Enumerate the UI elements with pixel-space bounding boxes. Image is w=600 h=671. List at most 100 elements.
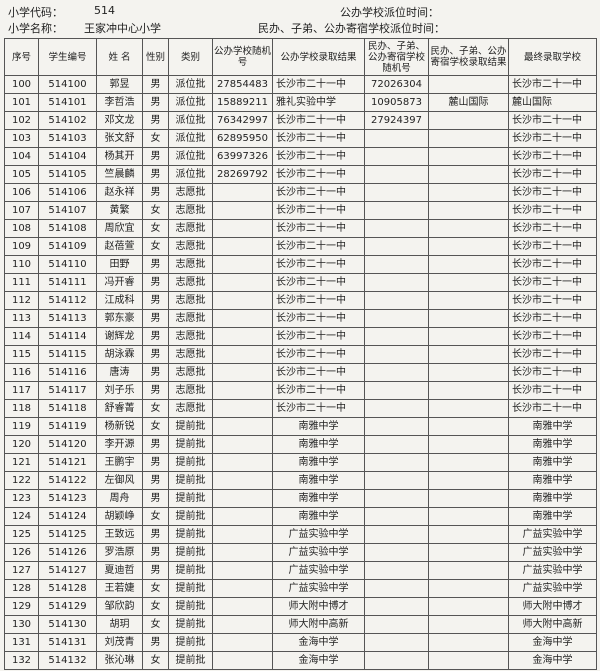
cell-sex: 男 [142,93,169,112]
cell-no: 120 [4,435,39,454]
cell-result2 [428,615,509,634]
cell-id: 514108 [38,219,97,238]
cell-sex: 女 [142,399,169,418]
cell-type: 志愿批 [168,183,213,202]
cell-name: 冯开睿 [96,273,143,292]
cell-no: 129 [4,597,39,616]
cell-result2 [428,453,509,472]
row: 123 514123 周舟男提前批 南雅中学 南雅中学 [4,489,597,508]
cell-rand2 [364,183,429,202]
cell-sex: 男 [142,453,169,472]
cell-result: 师大附中博才 [272,597,365,616]
cell-result: 长沙市二十一中 [272,75,365,94]
cell-name: 刘茂青 [96,633,143,652]
cell-name: 李哲浩 [96,93,143,112]
cell-no: 119 [4,417,39,436]
cell-final: 长沙市二十一中 [508,273,597,292]
cell-result2 [428,327,509,346]
cell-name: 邹欣韵 [96,597,143,616]
cell-no: 131 [4,633,39,652]
cell-no: 108 [4,219,39,238]
row: 119 514119 杨新锐女提前批 南雅中学 南雅中学 [4,417,597,436]
cell-id: 514111 [38,273,97,292]
cell-no: 116 [4,363,39,382]
cell-name: 王致远 [96,525,143,544]
cell-rand: 62895950 [212,129,273,148]
header: 小学代码： 514 小学名称： 王家冲中心小学 公办学校派位时间： 民办、子弟、… [0,0,600,38]
cell-rand [212,363,273,382]
cell-rand2 [364,327,429,346]
cell-sex: 男 [142,489,169,508]
cell-name: 黄繁 [96,201,143,220]
cell-type: 提前批 [168,633,213,652]
cell-no: 113 [4,309,39,328]
cell-id: 514115 [38,345,97,364]
cell-sex: 男 [142,435,169,454]
row: 112 514112 江成科男志愿批 长沙市二十一中 长沙市二十一中 [4,291,597,310]
row: 108 514108 周欣宜女志愿批 长沙市二十一中 长沙市二十一中 [4,219,597,238]
cell-final: 金海中学 [508,651,597,670]
cell-result: 长沙市二十一中 [272,345,365,364]
cell-rand2 [364,201,429,220]
cell-sex: 女 [142,597,169,616]
cell-no: 107 [4,201,39,220]
column-header: 最终录取学校 [508,38,597,76]
cell-rand [212,327,273,346]
cell-id: 514105 [38,165,97,184]
cell-rand [212,525,273,544]
cell-type: 志愿批 [168,381,213,400]
cell-rand2 [364,291,429,310]
cell-result2 [428,381,509,400]
cell-id: 514128 [38,579,97,598]
cell-no: 101 [4,93,39,112]
cell-no: 106 [4,183,39,202]
row: 121 514121 王鹏宇男提前批 南雅中学 南雅中学 [4,453,597,472]
cell-rand2 [364,597,429,616]
cell-rand2 [364,237,429,256]
cell-result2 [428,147,509,166]
row: 101 514101 李哲浩男派位批 15889211 雅礼实验中学 10905873 麓山… [4,93,597,112]
cell-rand2 [364,489,429,508]
cell-name: 周欣宜 [96,219,143,238]
cell-result: 长沙市二十一中 [272,291,365,310]
cell-type: 派位批 [168,147,213,166]
cell-no: 124 [4,507,39,526]
cell-name: 田野 [96,255,143,274]
cell-type: 提前批 [168,525,213,544]
cell-no: 126 [4,543,39,562]
cell-sex: 男 [142,273,169,292]
cell-sex: 女 [142,579,169,598]
cell-sex: 女 [142,615,169,634]
cell-result2 [428,561,509,580]
cell-name: 王鹏宇 [96,453,143,472]
cell-result: 广益实验中学 [272,561,365,580]
cell-sex: 女 [142,651,169,670]
cell-rand [212,237,273,256]
cell-name: 舒睿菁 [96,399,143,418]
cell-rand [212,453,273,472]
cell-result2 [428,507,509,526]
cell-rand [212,273,273,292]
header-row: 序号 学生编号姓 名性别 类别 公办学校随机号 公办学校录取结果 民办、子弟、公办寄宿学校… [4,38,597,76]
cell-final: 南雅中学 [508,471,597,490]
column-header: 学生编号 [38,38,97,76]
cell-sex: 男 [142,633,169,652]
cell-final: 长沙市二十一中 [508,147,597,166]
cell-sex: 男 [142,327,169,346]
cell-final: 长沙市二十一中 [508,381,597,400]
cell-rand: 27854483 [212,75,273,94]
cell-rand [212,345,273,364]
cell-type: 志愿批 [168,201,213,220]
cell-rand [212,597,273,616]
time2-label: 民办、子弟、公办寄宿学校派位时间： [258,22,445,35]
cell-result2 [428,129,509,148]
cell-no: 127 [4,561,39,580]
cell-result2 [428,165,509,184]
cell-result2 [428,201,509,220]
cell-sex: 男 [142,345,169,364]
cell-sex: 男 [142,111,169,130]
cell-id: 514131 [38,633,97,652]
cell-sex: 男 [142,363,169,382]
row: 105 514105 竺晨麟男派位批 28269792 长沙市二十一中 长沙市二十一中 [4,165,597,184]
